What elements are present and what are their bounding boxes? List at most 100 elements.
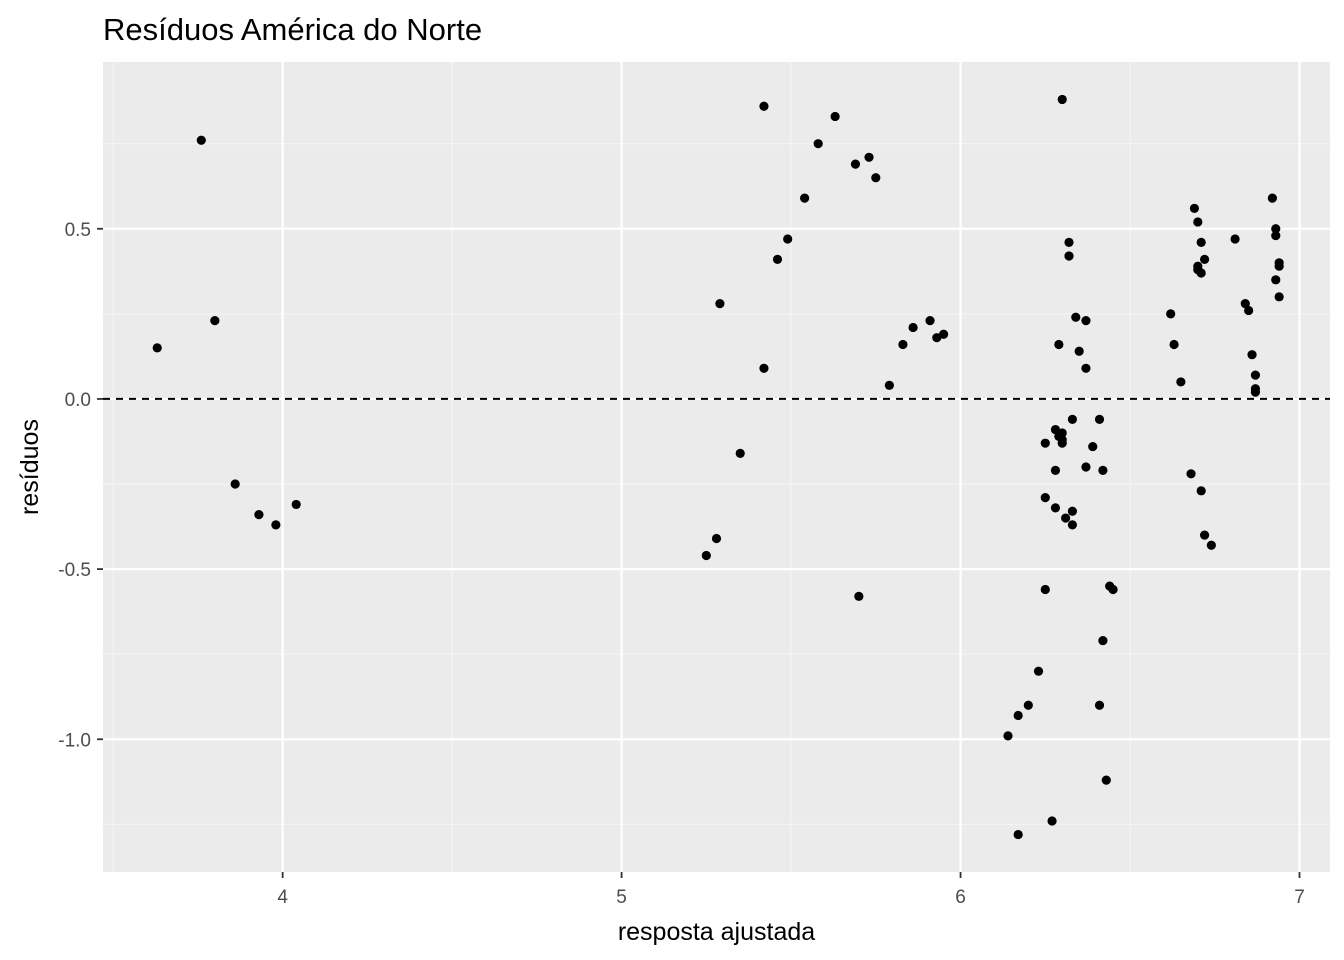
data-point [932,333,942,343]
data-point [291,499,301,510]
data-point [1081,316,1091,326]
data-point [1081,363,1091,373]
data-point [1094,414,1105,424]
y-tick-label: 0.5 [65,220,91,241]
data-point [1074,346,1084,356]
data-point [1050,424,1061,435]
minor-grid [103,62,1330,872]
data-point [1247,350,1257,360]
data-point [1186,469,1196,479]
data-point [830,111,840,122]
data-point [1023,700,1033,710]
data-point [1047,816,1057,826]
data-point [1196,486,1206,496]
data-point [1013,710,1023,721]
data-point [850,159,861,169]
data-point [1040,438,1050,448]
x-axis-label: resposta ajustada [618,918,815,946]
data-point [759,101,769,111]
data-point [196,135,206,145]
x-tick-label: 6 [955,887,966,908]
data-point [1013,829,1023,840]
data-point [230,479,240,489]
data-points [152,94,1284,840]
data-point [884,380,894,390]
data-point [1271,275,1281,285]
data-point [735,448,745,458]
data-point [1196,237,1206,247]
data-point [854,591,864,601]
data-point [254,510,264,520]
x-axis: 4 5 6 7 [277,872,1305,908]
plot-panel [103,62,1330,872]
data-point [152,343,162,353]
data-point [1033,666,1044,676]
data-point [783,234,793,244]
x-tick-label: 5 [616,887,627,908]
data-point [800,193,810,203]
data-point [1067,506,1077,516]
data-point [1199,254,1210,264]
data-point [1064,251,1074,261]
data-point [1206,540,1216,550]
y-tick-label: -0.5 [58,560,91,581]
y-axis: -1.0 -0.5 0.0 0.5 [58,220,103,751]
data-point [1071,312,1081,322]
data-point [1061,513,1071,523]
data-point [1189,203,1200,213]
data-point [1108,584,1118,595]
x-tick-label: 7 [1294,887,1305,908]
data-point [701,550,711,561]
data-point [1250,387,1261,397]
data-point [1274,261,1284,271]
data-point [1094,700,1105,710]
data-point [1193,217,1203,227]
data-point [1274,292,1284,302]
data-point [938,329,949,339]
data-point [898,339,908,350]
data-point [1067,520,1077,530]
data-point [1057,428,1067,438]
data-point [1169,339,1179,350]
data-point [210,316,220,326]
data-point [1040,493,1050,503]
data-point [1166,309,1176,319]
data-point [1199,530,1210,540]
x-tick-label: 4 [277,887,288,908]
y-tick-label: -1.0 [58,730,91,751]
data-point [1271,224,1281,234]
data-point [715,299,725,309]
data-point [1067,414,1077,424]
data-point [871,173,881,183]
y-axis-label: resíduos [16,419,44,515]
data-point [1050,503,1061,513]
data-point [1196,268,1206,278]
data-point [759,363,769,373]
data-point [1040,584,1050,595]
data-point [1101,775,1111,785]
data-point [1057,94,1067,105]
data-point [1250,370,1261,380]
data-point [1081,462,1091,472]
data-point [813,139,823,149]
data-point [772,254,783,264]
data-point [1240,299,1250,309]
data-point [1098,465,1108,476]
data-point [1176,377,1186,387]
data-point [1003,731,1013,741]
data-point [1098,635,1108,646]
data-point [908,322,918,333]
data-point [1088,441,1098,452]
data-point [271,520,281,530]
data-point [925,316,935,326]
data-point [1244,305,1254,316]
chart-title: Resíduos América do Norte [103,12,483,47]
y-tick-label: 0.0 [65,390,91,411]
data-point [1271,230,1281,241]
data-point [1230,234,1240,244]
data-point [864,152,874,162]
data-point [1057,438,1067,448]
data-point [1050,465,1061,476]
data-point [1064,237,1074,247]
